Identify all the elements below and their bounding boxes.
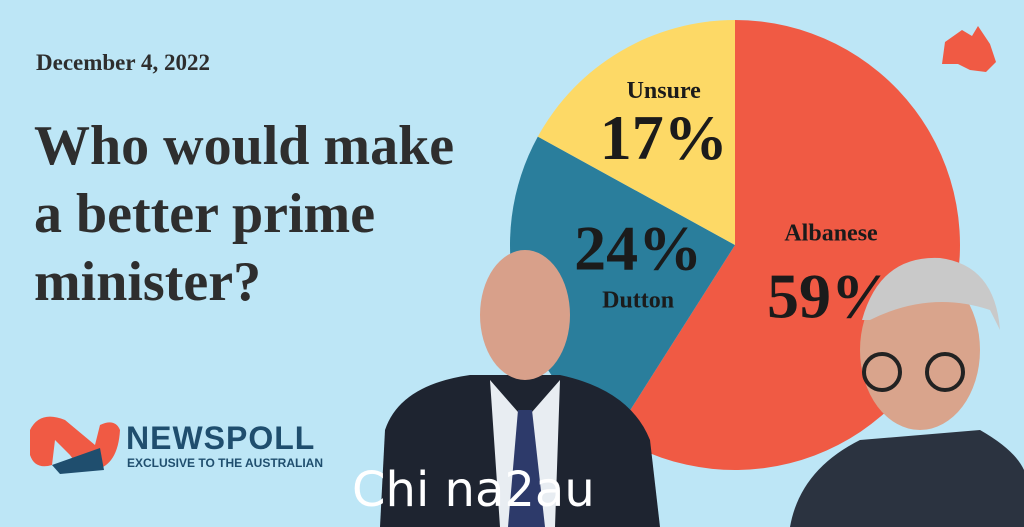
person-hair <box>862 257 1000 330</box>
slice-name: Albanese <box>784 220 878 246</box>
person-tie <box>508 410 545 527</box>
logo-text: NEWSPOLL <box>126 420 316 456</box>
pie-slice <box>509 136 735 435</box>
person-glasses <box>925 352 965 392</box>
slice-name: Dutton <box>602 287 674 313</box>
date: December 4, 2022 <box>36 50 210 75</box>
person-suit <box>790 430 1024 527</box>
australia-icon <box>942 26 996 72</box>
logo-mark-shadow <box>52 448 104 474</box>
slice-name: Unsure <box>627 78 702 104</box>
watermark: Chi na2au <box>352 462 595 518</box>
slice-value-label: 17% <box>600 102 728 173</box>
person-glasses <box>862 352 902 392</box>
chart-title: Who would make a better prime minister? <box>34 115 455 313</box>
slice-value-label: 24% <box>574 213 702 284</box>
pie-slice <box>537 20 735 245</box>
person-head <box>480 250 570 380</box>
logo-tagline: EXCLUSIVE TO THE AUSTRALIAN <box>127 456 324 470</box>
